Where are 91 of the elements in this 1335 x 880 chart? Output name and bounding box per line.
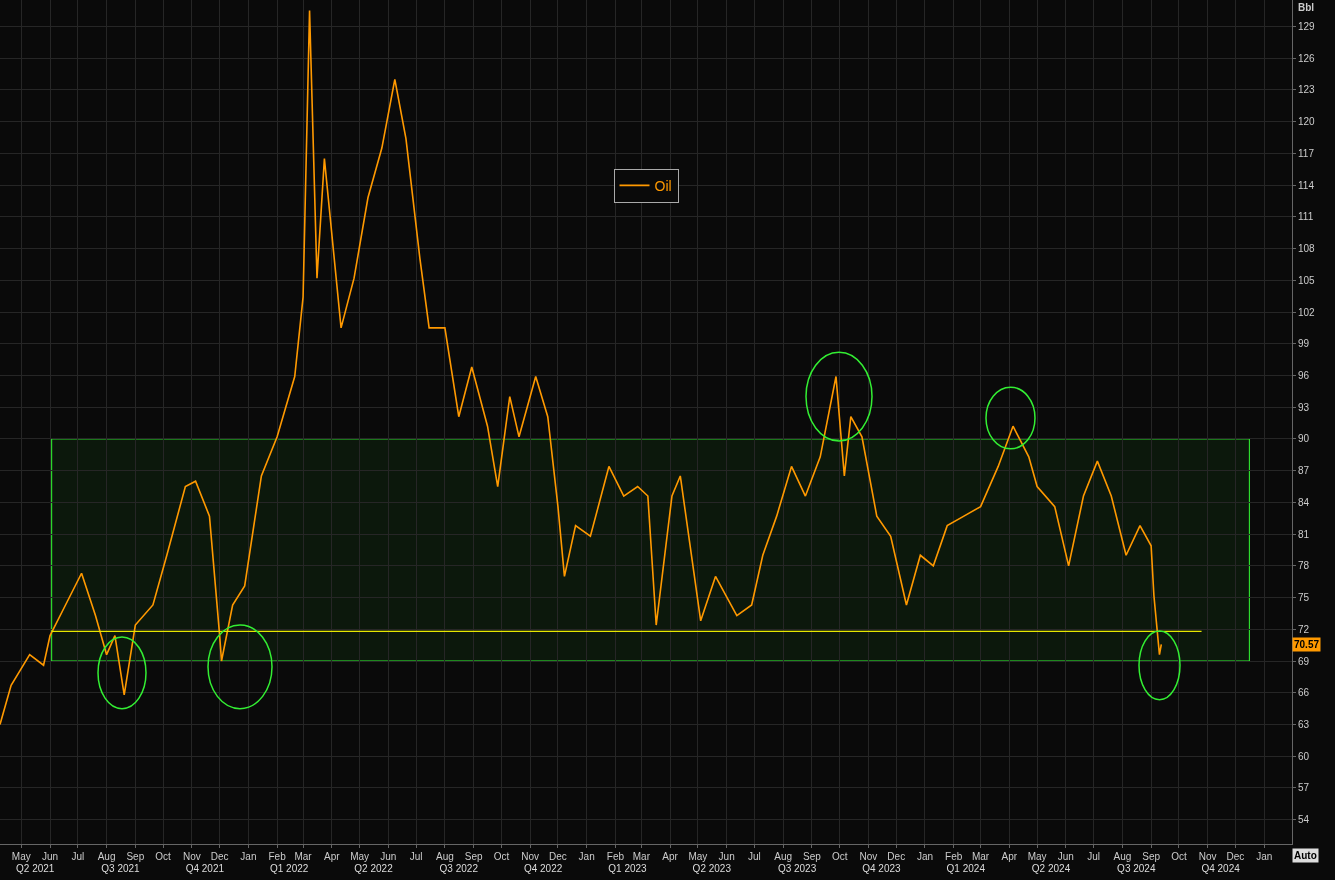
y-tick-label: 63 <box>1298 718 1310 730</box>
x-tick-label: Oct <box>493 851 510 862</box>
x-tick-label: Aug <box>435 851 454 862</box>
x-tick-label: Aug <box>1113 851 1132 862</box>
y-tick-label: 87 <box>1298 465 1310 477</box>
x2-tick-label: Q1 2022 <box>269 863 309 874</box>
y-tick-label: 114 <box>1298 179 1315 191</box>
x2-tick-label: Q1 2023 <box>608 863 648 874</box>
x-tick-label: Dec <box>549 851 567 862</box>
x-tick-label: Feb <box>268 851 287 862</box>
x2-tick-label: Q4 2024 <box>1201 863 1241 874</box>
x-tick-label: Aug <box>97 851 116 862</box>
y-tick-label: 108 <box>1298 243 1316 255</box>
x-tick-label: Jul <box>71 851 85 862</box>
x-tick-label: Jun <box>1057 851 1074 862</box>
y-tick-label: 66 <box>1298 687 1310 699</box>
x-tick-label: Nov <box>521 851 540 862</box>
x-tick-label: Nov <box>859 851 878 862</box>
y-tick-label: 90 <box>1298 433 1310 445</box>
x-tick-label: Dec <box>887 851 906 862</box>
x-tick-label: Sep <box>1142 851 1161 862</box>
x-tick-label: Dec <box>1226 851 1245 862</box>
x-tick-label: Apr <box>1001 851 1018 862</box>
x-tick-label: Feb <box>606 851 625 862</box>
y-tick-label: 102 <box>1298 306 1316 318</box>
x2-tick-label: Q3 2022 <box>439 863 479 874</box>
y-tick-label: 78 <box>1298 560 1310 572</box>
x2-tick-label: Q2 2021 <box>16 863 55 874</box>
x-tick-label: Apr <box>662 851 679 862</box>
x-tick-label: Jun <box>380 851 397 862</box>
text: Auto <box>1294 850 1317 861</box>
x-tick-label: May <box>11 851 31 862</box>
y-tick-label: 120 <box>1298 116 1316 128</box>
x2-tick-label: Q2 2024 <box>1031 863 1071 874</box>
y-tick-label: 99 <box>1298 338 1310 350</box>
x-tick-label: Jan <box>578 851 595 862</box>
y-tick-label: 96 <box>1298 369 1310 381</box>
x-tick-label: Feb <box>945 851 963 862</box>
x-tick-label: Oct <box>1171 851 1187 862</box>
x2-tick-label: Q2 2023 <box>692 863 732 874</box>
y-tick-label: 84 <box>1298 496 1310 508</box>
line-series <box>0 9 1163 726</box>
y-tick-label: 117 <box>1298 147 1315 159</box>
x-tick-label: Sep <box>803 851 822 862</box>
x-tick-label: May <box>350 851 370 862</box>
x-tick-label: Sep <box>126 851 145 862</box>
y-tick-label: 72 <box>1298 623 1310 635</box>
y-axis-title: Bbl <box>1298 2 1315 13</box>
y-tick-label: 75 <box>1298 592 1310 604</box>
y-tick-label: 123 <box>1298 84 1316 96</box>
x-tick-label: Jan <box>1256 851 1273 862</box>
y-tick-label: 111 <box>1298 211 1314 223</box>
x-tick-label: May <box>688 851 708 862</box>
x-tick-label: Apr <box>324 851 341 862</box>
x-tick-label: May <box>1027 851 1047 862</box>
x2-tick-label: Q4 2022 <box>523 863 563 874</box>
x2-tick-label: Q3 2023 <box>777 863 817 874</box>
y-tick-label: 57 <box>1298 782 1310 794</box>
y-tick-label: 126 <box>1298 52 1316 64</box>
x2-tick-label: Q1 2024 <box>946 863 986 874</box>
x-tick-label: Oct <box>831 851 848 862</box>
x-tick-label: Jan <box>916 851 934 862</box>
x-tick-label: Dec <box>210 851 229 862</box>
x-tick-label: Jan <box>240 851 257 862</box>
x-tick-label: Sep <box>464 851 483 862</box>
x2-tick-label: Q4 2021 <box>185 863 225 874</box>
x-tick-label: Nov <box>1198 851 1217 862</box>
x-tick-label: Oct <box>155 851 172 862</box>
x-tick-label: Jun <box>718 851 735 862</box>
x2-tick-label: Q3 2021 <box>101 863 141 874</box>
x2-tick-label: Q4 2023 <box>862 863 902 874</box>
x-tick-label: Nov <box>182 851 201 862</box>
y-tick-label: 81 <box>1298 528 1310 540</box>
legend-label: Oil <box>654 177 672 194</box>
y-tick-label: 54 <box>1298 814 1310 826</box>
x-tick-label: Aug <box>774 851 793 862</box>
y-tick-label: 129 <box>1298 20 1316 32</box>
x-tick-label: Mar <box>632 851 651 862</box>
y-tick-label: 60 <box>1298 750 1310 762</box>
x-tick-label: Jul <box>1087 851 1101 862</box>
x-tick-label: Mar <box>971 851 990 862</box>
y-tick-label: 93 <box>1298 401 1310 413</box>
x2-tick-label: Q2 2022 <box>354 863 394 874</box>
y-tick-label: 69 <box>1298 655 1310 667</box>
x2-tick-label: Q3 2024 <box>1117 863 1156 874</box>
y-tick-label: 105 <box>1298 274 1316 286</box>
x-tick-label: Jun <box>41 851 59 862</box>
annotation: 70.57 <box>1294 639 1320 650</box>
x-tick-label: Jul <box>748 851 761 862</box>
x-tick-label: Jul <box>409 851 423 862</box>
x-tick-label: Mar <box>294 851 313 862</box>
